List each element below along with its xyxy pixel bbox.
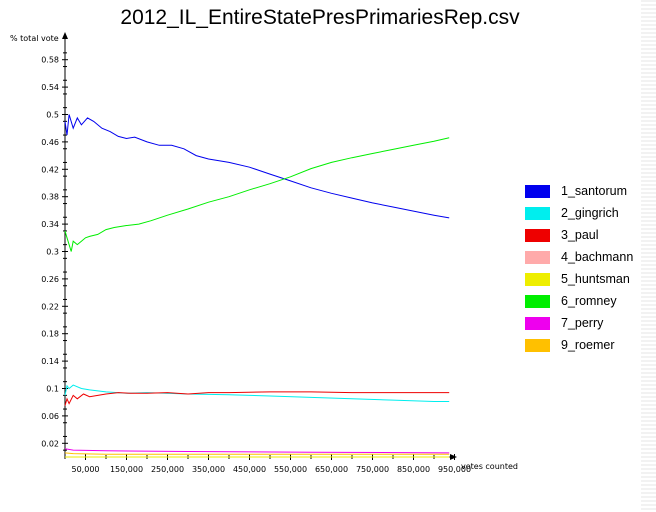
y-tick-label: 0.42 — [41, 165, 59, 174]
legend-swatch — [525, 317, 550, 330]
x-tick-label: 650,000 — [315, 465, 348, 474]
series-line-3_paul — [64, 391, 450, 406]
y-tick-label: 0.34 — [41, 220, 59, 229]
legend-swatch — [525, 273, 550, 286]
legend-label: 1_santorum — [561, 184, 628, 198]
x-tick-label: 50,000 — [72, 465, 100, 474]
series-line-6_romney — [64, 137, 450, 252]
y-tick-label: 0.22 — [41, 302, 59, 311]
series-line-9_roemer — [64, 452, 450, 455]
legend-label: 3_paul — [561, 228, 599, 242]
chart-title: 2012_IL_EntireStatePresPrimariesRep.csv — [120, 6, 520, 29]
x-tick-label: 850,000 — [397, 465, 430, 474]
y-tick-label: 0.5 — [46, 111, 59, 120]
legend-swatch — [525, 251, 550, 264]
x-tick-label: 250,000 — [151, 465, 184, 474]
legend-swatch — [525, 207, 550, 220]
legend-label: 7_perry — [561, 316, 604, 330]
y-tick-label: 0.38 — [41, 193, 59, 202]
y-tick-label: 0.14 — [41, 357, 59, 366]
legend-label: 6_romney — [561, 294, 617, 308]
legend-swatch — [525, 185, 550, 198]
series-line-7_perry — [64, 448, 450, 454]
x-axis-arrow — [450, 454, 457, 460]
y-tick-label: 0.46 — [41, 138, 59, 147]
series-line-2_gingrich — [64, 384, 450, 402]
x-tick-label: 750,000 — [356, 465, 389, 474]
y-axis-label: % total vote — [10, 34, 59, 43]
legend-label: 5_huntsman — [561, 272, 630, 286]
legend-label: 2_gingrich — [561, 206, 619, 220]
y-axis-arrow — [62, 32, 68, 39]
y-tick-label: 0.54 — [41, 83, 59, 92]
y-tick-label: 0.1 — [46, 385, 59, 394]
y-tick-label: 0.02 — [41, 439, 59, 448]
x-tick-label: 350,000 — [192, 465, 225, 474]
y-tick-label: 0.06 — [41, 412, 59, 421]
legend-label: 4_bachmann — [561, 250, 634, 264]
x-axis-label: votes counted — [461, 462, 518, 471]
window-edge — [641, 0, 656, 512]
legend-swatch — [525, 295, 550, 308]
x-tick-label: 950,000 — [438, 465, 471, 474]
x-tick-label: 150,000 — [110, 465, 143, 474]
y-tick-label: 0.58 — [41, 56, 59, 65]
legend-label: 9_roemer — [561, 338, 615, 352]
x-tick-label: 550,000 — [274, 465, 307, 474]
y-tick-label: 0.3 — [46, 248, 59, 257]
y-tick-label: 0.18 — [41, 330, 59, 339]
x-tick-label: 450,000 — [233, 465, 266, 474]
legend-swatch — [525, 339, 550, 352]
legend-swatch — [525, 229, 550, 242]
y-tick-label: 0.26 — [41, 275, 59, 284]
series-line-1_santorum — [64, 114, 450, 219]
